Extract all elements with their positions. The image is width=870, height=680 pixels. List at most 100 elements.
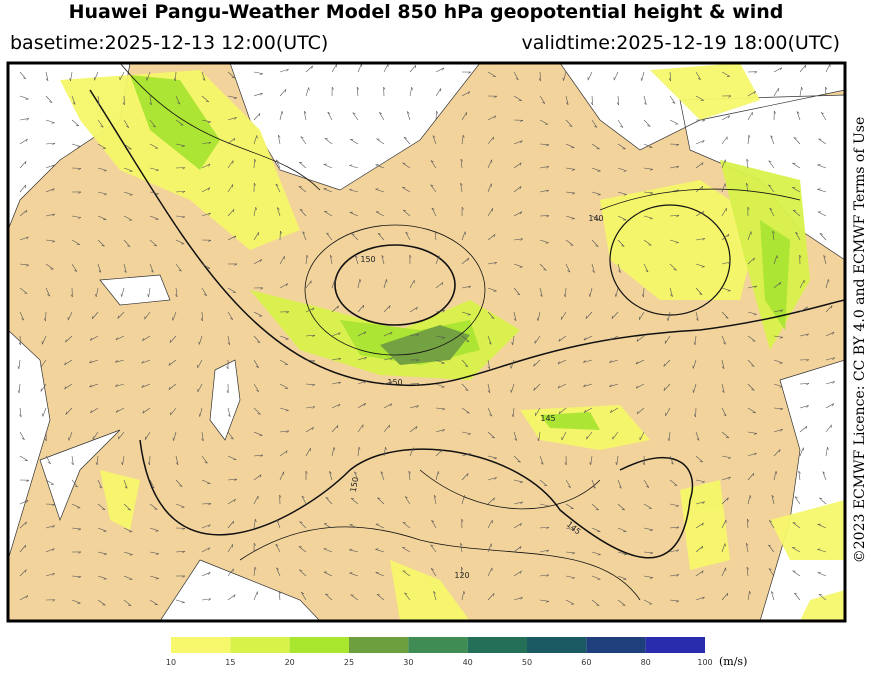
arrow xyxy=(585,311,593,319)
arrow xyxy=(610,407,619,413)
arrow-head xyxy=(124,486,128,489)
arrow-head xyxy=(64,362,67,366)
arrow-head xyxy=(19,414,22,418)
arrow xyxy=(799,64,806,73)
arrow-head xyxy=(302,231,306,234)
arrow xyxy=(539,599,549,602)
contour-label: 150 xyxy=(349,476,361,493)
arrow-head xyxy=(388,424,390,428)
arrow xyxy=(227,335,231,345)
arrow xyxy=(773,471,777,481)
arrow xyxy=(461,335,470,342)
arrow xyxy=(357,304,365,313)
arrow-head xyxy=(676,549,679,553)
arrow-head xyxy=(92,315,94,320)
arrow xyxy=(383,305,391,313)
arrow-head xyxy=(26,499,29,503)
arrow xyxy=(461,231,466,241)
arrow-head xyxy=(129,194,133,196)
arrow-head xyxy=(43,318,46,322)
arrow-head xyxy=(257,413,261,415)
arrow-head xyxy=(26,479,30,482)
arrow-head xyxy=(546,166,550,169)
arrow xyxy=(402,570,411,577)
arrow xyxy=(383,279,387,289)
arrow xyxy=(198,335,203,345)
arrow xyxy=(591,95,593,105)
arrow-head xyxy=(257,341,261,343)
arrow xyxy=(747,91,756,97)
arrow-head xyxy=(754,285,757,289)
arrow xyxy=(747,335,756,342)
arrow xyxy=(331,332,341,337)
arrow-head xyxy=(751,365,755,367)
arrow xyxy=(403,209,411,217)
arrow-head xyxy=(147,293,149,297)
arrow xyxy=(327,111,333,121)
arrow xyxy=(643,239,652,246)
arrow-head xyxy=(64,386,67,390)
arrow-head xyxy=(771,591,774,594)
arrow xyxy=(71,143,81,147)
arrow xyxy=(617,143,626,150)
arrow-head xyxy=(312,334,316,338)
arrow-head xyxy=(780,67,783,71)
arrow-head xyxy=(65,411,67,415)
arrow-head xyxy=(299,569,303,571)
arrow xyxy=(305,87,309,97)
arrow-head xyxy=(442,67,445,71)
arrow-head xyxy=(278,134,281,138)
colorbar-label: 30 xyxy=(403,658,413,667)
arrow xyxy=(430,544,437,553)
arrow xyxy=(822,471,827,481)
arrow-head xyxy=(115,337,118,341)
arrow xyxy=(617,599,626,606)
arrow xyxy=(461,453,471,457)
arrow-head xyxy=(463,591,465,595)
arrow-head xyxy=(24,185,27,189)
arrow xyxy=(617,575,627,580)
arrow xyxy=(227,160,234,169)
arrow-head xyxy=(127,245,131,247)
arrow xyxy=(746,567,749,577)
arrow-head xyxy=(533,363,535,367)
arrow xyxy=(430,160,437,169)
arrow xyxy=(513,140,523,145)
arrow xyxy=(175,95,181,105)
arrow-head xyxy=(233,594,236,598)
arrow xyxy=(558,407,567,415)
arrow-head xyxy=(692,365,694,369)
arrow xyxy=(513,287,521,296)
arrow xyxy=(695,455,703,463)
arrow-head xyxy=(430,184,434,187)
arrow-head xyxy=(543,484,548,486)
arrow-head xyxy=(616,102,619,106)
arrow xyxy=(669,455,674,465)
arrow-head xyxy=(327,111,331,114)
arrow xyxy=(253,335,261,343)
arrow-head xyxy=(776,255,778,259)
arrow xyxy=(565,551,575,554)
arrow-head xyxy=(515,78,519,81)
arrow xyxy=(19,263,29,266)
arrow-head xyxy=(256,389,259,392)
arrow xyxy=(487,159,492,169)
arrow xyxy=(253,474,262,481)
arrow xyxy=(435,309,445,313)
arrow xyxy=(771,495,775,505)
arrow xyxy=(402,162,411,169)
arrow xyxy=(409,306,418,313)
arrow xyxy=(253,71,263,74)
arrow xyxy=(591,551,601,555)
arrow xyxy=(96,455,99,465)
arrow-head xyxy=(609,360,612,363)
arrow xyxy=(513,162,522,169)
arrow-head xyxy=(723,414,727,417)
arrow-head xyxy=(572,552,576,555)
arrow xyxy=(639,431,645,441)
arrow xyxy=(71,527,81,530)
arrow-head xyxy=(754,452,757,456)
arrow-head xyxy=(492,136,494,140)
arrow xyxy=(643,263,649,273)
arrow xyxy=(435,282,444,289)
